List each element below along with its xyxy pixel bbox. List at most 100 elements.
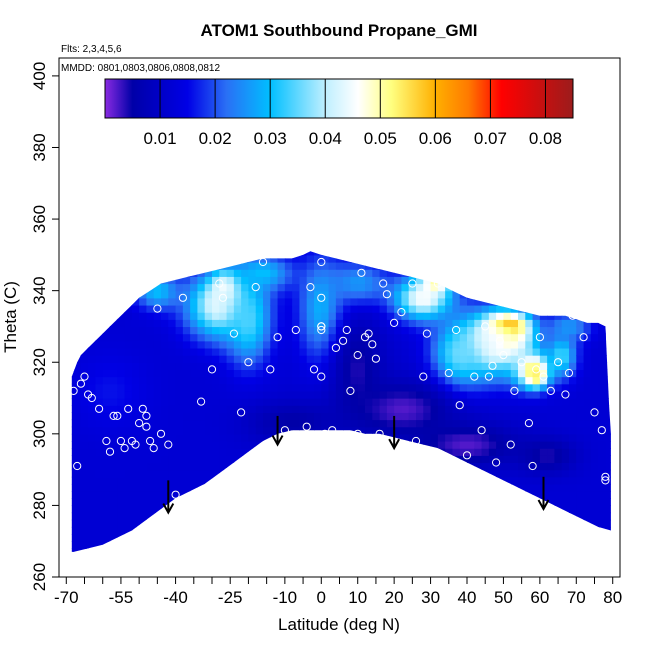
heatmap-cell	[95, 355, 104, 363]
heatmap-cell	[357, 548, 366, 552]
heatmap-cell	[605, 319, 611, 328]
flight-arrow	[271, 415, 284, 447]
heatmap-cell	[532, 483, 541, 492]
heatmap-cell	[102, 512, 111, 521]
heatmap-cell	[386, 304, 395, 313]
heatmap-cell	[80, 297, 89, 306]
heatmap-cell	[306, 319, 315, 328]
heatmap-cell	[328, 534, 337, 542]
heatmap-cell	[71, 512, 75, 521]
heatmap-cell	[110, 241, 118, 249]
heatmap-cell	[335, 383, 344, 392]
heatmap-cell	[547, 505, 556, 514]
heatmap-cell	[503, 476, 512, 485]
heatmap-cell	[482, 563, 490, 571]
heatmap-cell	[576, 455, 585, 464]
heatmap-cell	[277, 469, 286, 478]
heatmap-cell	[284, 405, 293, 413]
heatmap-cell	[394, 304, 403, 313]
heatmap-cell	[474, 440, 483, 449]
heatmap-cell	[197, 383, 206, 392]
heatmap-cell	[613, 441, 621, 449]
heatmap-cell	[598, 383, 607, 392]
heatmap-cell	[576, 290, 585, 299]
heatmap-cell	[321, 534, 330, 542]
heatmap-cell	[299, 398, 308, 406]
heatmap-cell	[335, 326, 344, 335]
heatmap-cell	[248, 419, 257, 428]
heatmap-cell	[168, 269, 177, 277]
heatmap-cell	[175, 398, 184, 406]
heatmap-cell	[394, 369, 403, 378]
heatmap-cell	[335, 312, 344, 320]
heatmap-cell	[255, 333, 264, 342]
heatmap-cell	[467, 233, 475, 241]
heatmap-cell	[197, 426, 206, 435]
heatmap-cell	[292, 376, 301, 385]
heatmap-cell	[102, 412, 111, 421]
heatmap-cell	[212, 462, 220, 471]
heatmap-cell	[539, 534, 548, 542]
heatmap-cell	[445, 462, 454, 471]
heatmap-cell	[306, 534, 315, 542]
heatmap-cell	[452, 440, 461, 449]
heatmap-cell	[299, 355, 308, 363]
heatmap-cell	[496, 405, 505, 413]
heatmap-cell	[95, 433, 104, 442]
heatmap-cell	[554, 326, 563, 335]
heatmap-cell	[219, 262, 228, 270]
heatmap-cell	[219, 412, 228, 421]
heatmap-cell	[131, 541, 140, 549]
heatmap-cell	[124, 440, 133, 449]
heatmap-cell	[278, 556, 286, 564]
heatmap-cell	[598, 519, 607, 528]
heatmap-cell	[525, 498, 534, 507]
heatmap-cell	[488, 312, 497, 320]
heatmap-cell	[613, 455, 621, 463]
heatmap-cell	[510, 326, 519, 335]
heatmap-cell	[372, 448, 381, 456]
heatmap-cell	[263, 269, 271, 277]
heatmap-cell	[474, 283, 483, 292]
heatmap-cell	[204, 455, 213, 464]
heatmap-cell	[95, 319, 104, 328]
heatmap-cell	[95, 563, 103, 571]
heatmap-cell	[437, 390, 446, 399]
heatmap-cell	[488, 333, 497, 342]
heatmap-cell	[569, 476, 577, 485]
heatmap-cell	[131, 440, 140, 449]
heatmap-cell	[182, 347, 191, 356]
heatmap-cell	[263, 405, 271, 413]
heatmap-cell	[263, 534, 271, 542]
heatmap-cell	[139, 505, 148, 514]
heatmap-cell	[423, 254, 432, 263]
heatmap-cell	[88, 355, 97, 363]
heatmap-cell	[518, 505, 526, 514]
heatmap-cell	[387, 556, 395, 564]
heatmap-cell	[488, 355, 497, 363]
heatmap-cell	[590, 526, 599, 535]
heatmap-cell	[284, 304, 293, 313]
heatmap-cell	[452, 563, 460, 571]
heatmap-cell	[321, 333, 330, 342]
heatmap-cell	[102, 312, 111, 320]
heatmap-cell	[212, 563, 220, 571]
heatmap-cell	[416, 254, 424, 263]
heatmap-cell	[146, 398, 155, 406]
heatmap-cell	[409, 233, 417, 241]
heatmap-cell	[182, 398, 191, 406]
x-tick-label: -40	[163, 588, 188, 607]
heatmap-cell	[314, 419, 322, 428]
heatmap-cell	[175, 283, 184, 292]
heatmap-cell	[110, 312, 118, 320]
heatmap-cell	[423, 491, 432, 499]
heatmap-cell	[117, 355, 126, 363]
heatmap-cell	[437, 498, 446, 507]
heatmap-cell	[219, 369, 228, 378]
heatmap-cell	[394, 340, 403, 349]
heatmap-cell	[124, 433, 133, 442]
heatmap-cell	[379, 376, 388, 385]
heatmap-cell	[335, 526, 344, 535]
heatmap-cell	[95, 269, 104, 277]
heatmap-cell	[394, 433, 403, 442]
